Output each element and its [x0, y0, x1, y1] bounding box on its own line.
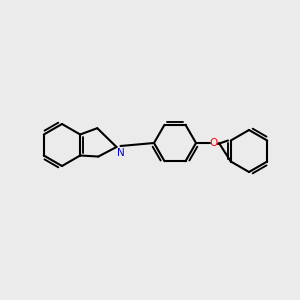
Text: N: N	[117, 148, 125, 158]
Text: O: O	[210, 138, 218, 148]
